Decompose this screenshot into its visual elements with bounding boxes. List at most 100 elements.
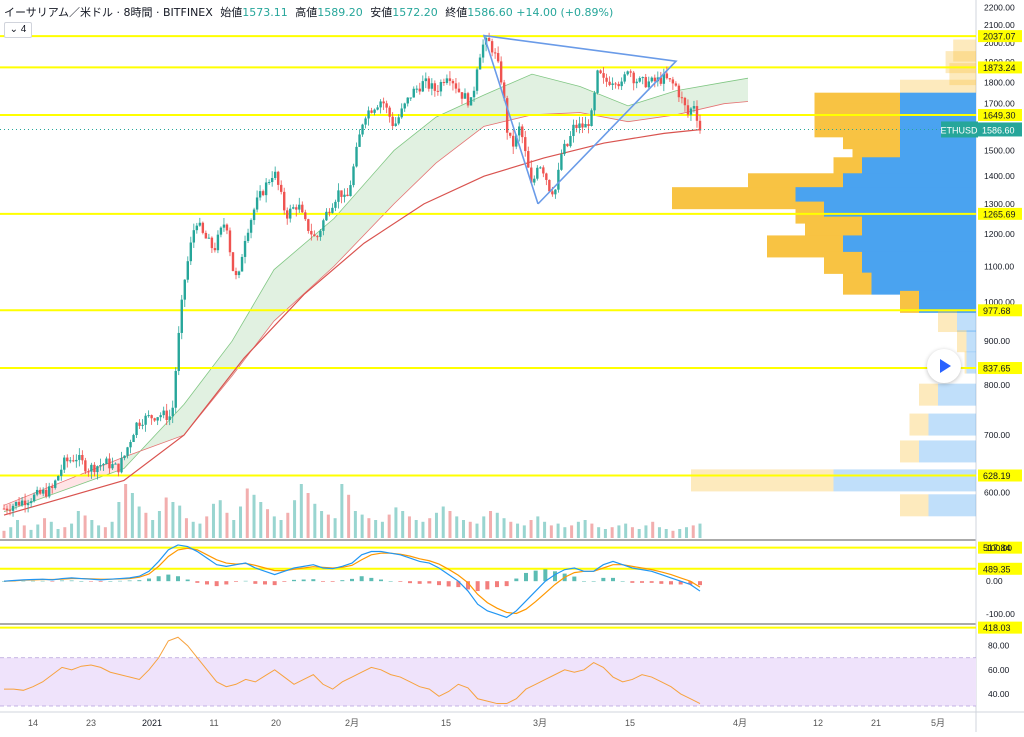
candle-body [668,78,672,80]
candle-body [90,464,93,472]
volume-bar [468,521,472,538]
candle-body [279,184,283,192]
volume-profile-up-bar [691,469,834,492]
volume-profile-down-bar [871,272,976,295]
candle-body [276,171,280,185]
candle-body [165,410,168,421]
candle-body [367,110,370,119]
high-label: 高値 [295,6,318,19]
volume-bar [245,488,249,538]
candle-body [590,110,593,127]
macd-histogram-bar [40,580,45,582]
macd-histogram-bar [543,569,548,582]
candle-body [394,123,397,126]
macd-histogram-bar [69,580,74,582]
volume-profile-down-bar [833,469,976,492]
candle-body [141,424,144,426]
candle-body [180,299,183,333]
volume-bar [16,520,20,538]
ichimoku-cloud-segment [628,90,676,122]
candle-body [478,57,482,70]
candle-body [114,463,117,465]
candle-body [198,222,202,226]
symbol-title[interactable]: イーサリアム／米ドル · 8時間 · BITFINEX [4,6,213,19]
play-icon[interactable] [927,349,961,383]
candle-body [102,463,105,466]
volume-bar [684,527,688,538]
macd-histogram-bar [21,580,26,582]
candle-body [674,83,678,86]
level-label: 489.35 [983,564,1011,574]
volume-bar [664,529,668,538]
macd-histogram-bar [166,574,171,582]
macd-axis-tick: -100.00 [986,609,1015,619]
volume-profile-up-bar [953,39,976,62]
candle-body [659,77,663,84]
candle-body [41,489,45,494]
candle-body [325,211,328,221]
candle-body [204,232,208,239]
candle-body [99,465,102,467]
candle-body [78,454,81,460]
candle-body [87,471,90,473]
candle-body [469,97,473,106]
candle-body [475,69,479,91]
macd-axis-tick: 0.00 [986,576,1003,586]
candle-body [620,81,623,87]
volume-bar [83,515,87,538]
candle-body [370,110,373,113]
candle-body [430,83,434,89]
candle-body [66,457,69,462]
candle-body [481,44,485,58]
candle-body [551,191,554,195]
macd-histogram-bar [224,581,229,585]
volume-bar [401,511,405,538]
candle-body [183,279,186,300]
macd-histogram-bar [388,581,393,582]
volume-profile-up-bar [957,330,967,353]
candle-body [677,85,681,98]
candle-body [93,464,96,473]
ichimoku-cloud-segment [274,218,334,322]
price-axis-tick: 1100.00 [984,261,1014,271]
candle-body [313,234,316,237]
volume-bar [482,516,486,538]
price-axis-tick: 600.00 [984,488,1010,498]
volume-bar [340,484,344,538]
candle-body [20,500,24,506]
candle-body [638,77,641,82]
candle-body [126,447,129,456]
volume-bar [394,507,398,538]
volume-profile-down-bar [938,383,976,406]
volume-bar [157,511,161,538]
last-price-tag: 1586.60 [982,125,1015,135]
candle-body [644,77,647,88]
volume-bar [374,520,378,538]
price-axis-tick: 1700.00 [984,99,1015,109]
volume-bar [455,516,459,538]
candle-body [593,92,596,111]
macd-histogram-bar [398,581,403,582]
volume-profile-down-bar [919,440,976,463]
macd-histogram-bar [147,578,151,582]
candle-body [499,61,503,83]
macd-histogram-bar [659,581,664,584]
time-axis-tick: 3月 [533,718,547,728]
price-axis-tick: 1500.00 [984,145,1015,155]
level-label: 1265.69 [983,209,1016,219]
volume-bar [130,493,134,538]
volume-profile-down-bar [900,139,976,162]
volume-bar [293,500,297,538]
volume-bar [637,529,641,538]
candle-body [322,220,325,231]
macd-histogram-bar [156,576,161,582]
candle-body [289,208,292,219]
ichimoku-cloud-segment [676,82,724,115]
volume-profile-up-bar [900,290,919,313]
indicator-toggle-button[interactable]: ⌄ 4 [4,22,32,38]
volume-bar [225,512,229,538]
candle-body [298,204,301,210]
candle-body [307,219,310,231]
